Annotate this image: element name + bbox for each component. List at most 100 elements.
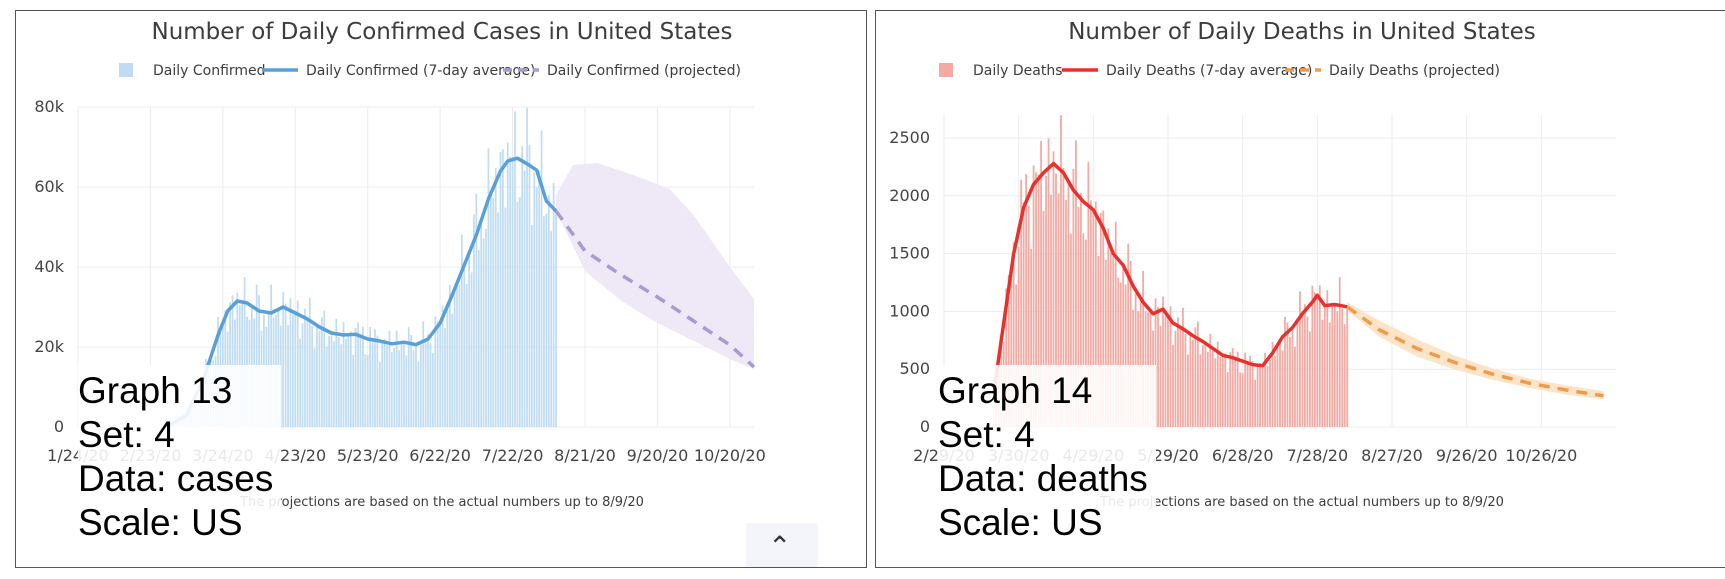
- daily-bar[interactable]: [1294, 346, 1296, 427]
- daily-bar[interactable]: [1216, 341, 1219, 427]
- daily-bar[interactable]: [1082, 233, 1085, 427]
- daily-bar[interactable]: [540, 130, 543, 427]
- daily-bar[interactable]: [1070, 233, 1072, 427]
- daily-bar[interactable]: [1124, 284, 1127, 427]
- daily-bar[interactable]: [417, 361, 420, 427]
- daily-bar[interactable]: [1201, 345, 1204, 427]
- daily-bar[interactable]: [1284, 316, 1286, 427]
- daily-bar[interactable]: [456, 284, 458, 427]
- daily-bar[interactable]: [1040, 140, 1042, 427]
- daily-bar[interactable]: [1299, 291, 1301, 427]
- daily-bar[interactable]: [333, 341, 335, 427]
- daily-bar[interactable]: [477, 250, 480, 427]
- daily-bar[interactable]: [1276, 344, 1279, 427]
- daily-bar[interactable]: [1022, 202, 1025, 427]
- daily-bar[interactable]: [1331, 302, 1334, 427]
- daily-bar[interactable]: [410, 334, 413, 427]
- daily-bar[interactable]: [1323, 304, 1326, 427]
- daily-bar[interactable]: [1162, 296, 1164, 427]
- daily-bar[interactable]: [1306, 316, 1309, 427]
- daily-bar[interactable]: [487, 148, 490, 427]
- daily-bar[interactable]: [439, 325, 442, 427]
- daily-bar[interactable]: [1025, 174, 1028, 427]
- daily-bar[interactable]: [470, 272, 473, 427]
- daily-bar[interactable]: [1333, 305, 1336, 427]
- daily-bar[interactable]: [441, 305, 444, 427]
- daily-bar[interactable]: [468, 255, 470, 427]
- daily-bar[interactable]: [366, 354, 369, 427]
- daily-bar[interactable]: [1234, 358, 1237, 427]
- daily-bar[interactable]: [255, 284, 258, 427]
- daily-bar[interactable]: [1142, 270, 1145, 427]
- daily-bar[interactable]: [419, 344, 422, 427]
- daily-bar[interactable]: [352, 354, 355, 427]
- daily-bar[interactable]: [1052, 151, 1055, 428]
- daily-bar[interactable]: [1109, 252, 1112, 427]
- daily-bar[interactable]: [395, 330, 398, 427]
- daily-bar[interactable]: [422, 321, 425, 427]
- daily-bar[interactable]: [407, 327, 410, 427]
- daily-bar[interactable]: [521, 146, 524, 427]
- daily-bar[interactable]: [1167, 313, 1169, 427]
- daily-bar[interactable]: [1296, 323, 1299, 427]
- daily-bar[interactable]: [1169, 306, 1172, 427]
- daily-bar[interactable]: [337, 337, 340, 427]
- series-7day-average[interactable]: [166, 156, 558, 429]
- daily-bar[interactable]: [1050, 194, 1052, 427]
- daily-bar[interactable]: [383, 338, 386, 427]
- daily-bar[interactable]: [526, 107, 528, 427]
- daily-bar[interactable]: [427, 334, 429, 427]
- daily-bar[interactable]: [482, 238, 485, 427]
- daily-bar[interactable]: [1239, 372, 1242, 427]
- daily-bar[interactable]: [446, 304, 449, 427]
- daily-bar[interactable]: [403, 343, 405, 427]
- daily-bar[interactable]: [502, 149, 504, 427]
- daily-bar[interactable]: [1007, 274, 1010, 427]
- daily-bar[interactable]: [1321, 319, 1324, 427]
- daily-bar[interactable]: [316, 323, 318, 427]
- daily-bar[interactable]: [412, 350, 415, 427]
- daily-bar[interactable]: [1281, 350, 1284, 427]
- daily-bar[interactable]: [552, 182, 555, 427]
- daily-bar[interactable]: [1042, 211, 1045, 427]
- daily-bar[interactable]: [390, 351, 393, 427]
- daily-bar[interactable]: [1269, 360, 1271, 427]
- daily-bar[interactable]: [444, 327, 446, 427]
- daily-bar[interactable]: [1289, 336, 1291, 427]
- daily-bar[interactable]: [393, 347, 396, 427]
- scroll-to-top-button[interactable]: ⌃: [746, 523, 818, 567]
- daily-bar[interactable]: [1005, 288, 1008, 427]
- daily-bar[interactable]: [1316, 298, 1319, 427]
- daily-bar[interactable]: [1196, 321, 1199, 427]
- daily-bar[interactable]: [485, 228, 487, 427]
- daily-bar[interactable]: [1107, 228, 1110, 427]
- daily-bar[interactable]: [1092, 209, 1095, 427]
- daily-bar[interactable]: [1097, 256, 1100, 427]
- daily-bar[interactable]: [1114, 221, 1117, 427]
- daily-bar[interactable]: [436, 321, 439, 427]
- daily-bar[interactable]: [1179, 327, 1182, 427]
- daily-bar[interactable]: [1261, 367, 1264, 427]
- daily-bar[interactable]: [1159, 325, 1162, 427]
- daily-bar[interactable]: [381, 339, 384, 427]
- daily-bar[interactable]: [1104, 259, 1107, 427]
- legend-label-bars[interactable]: Daily Deaths: [973, 63, 1063, 79]
- daily-bar[interactable]: [292, 314, 294, 427]
- daily-bar[interactable]: [1246, 361, 1249, 427]
- daily-bar[interactable]: [475, 193, 478, 427]
- daily-bar[interactable]: [1271, 341, 1274, 427]
- daily-bar[interactable]: [359, 335, 362, 427]
- daily-bar[interactable]: [304, 308, 306, 427]
- legend-label-proj[interactable]: Daily Confirmed (projected): [547, 63, 741, 79]
- daily-bar[interactable]: [311, 325, 314, 427]
- daily-bar[interactable]: [1191, 339, 1194, 427]
- daily-bar[interactable]: [299, 338, 301, 427]
- daily-bar[interactable]: [308, 297, 311, 427]
- daily-bar[interactable]: [543, 216, 545, 427]
- daily-bar[interactable]: [1072, 168, 1075, 427]
- daily-bar[interactable]: [1209, 333, 1212, 427]
- daily-bar[interactable]: [531, 225, 533, 427]
- daily-bar[interactable]: [1274, 356, 1276, 427]
- daily-bar[interactable]: [1035, 172, 1037, 427]
- daily-bar[interactable]: [497, 212, 499, 427]
